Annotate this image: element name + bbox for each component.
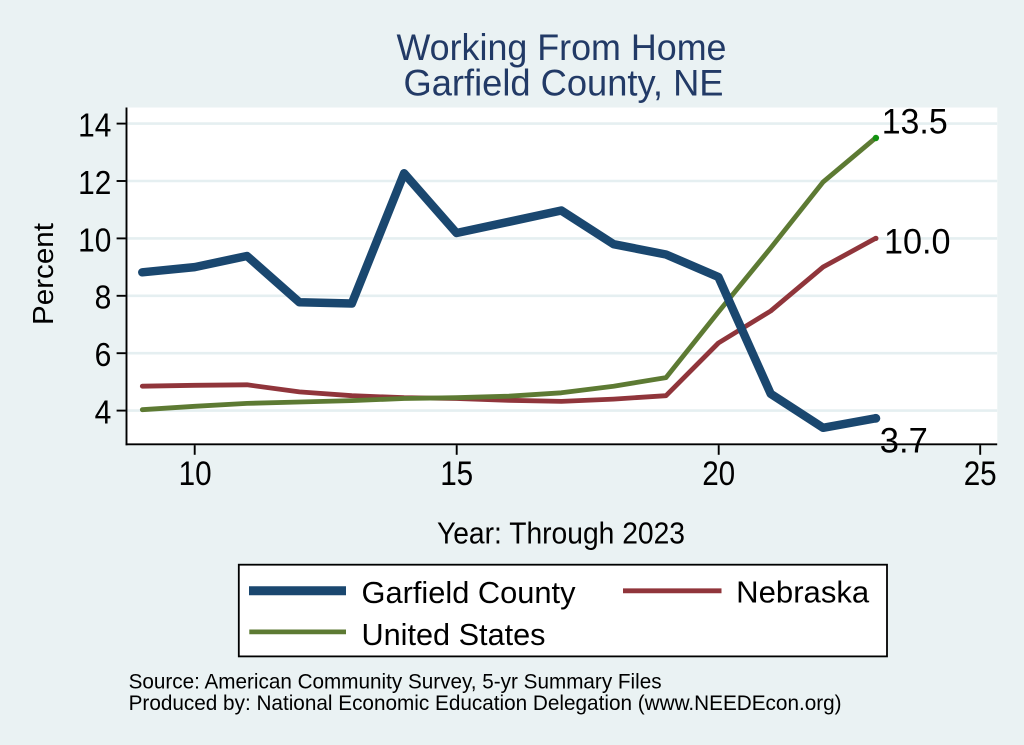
svg-text:15: 15 — [440, 455, 473, 493]
svg-text:Produced by: National Economic: Produced by: National Economic Education… — [129, 692, 842, 715]
svg-text:3.7: 3.7 — [880, 421, 928, 460]
svg-text:Percent: Percent — [27, 223, 59, 325]
svg-text:Year: Through 2023: Year: Through 2023 — [437, 516, 685, 551]
svg-text:10: 10 — [179, 455, 212, 493]
svg-text:Nebraska: Nebraska — [736, 574, 870, 609]
svg-text:20: 20 — [702, 455, 735, 493]
svg-text:8: 8 — [95, 279, 112, 316]
svg-text:13.5: 13.5 — [882, 102, 948, 141]
svg-text:Garfield County: Garfield County — [362, 575, 576, 610]
svg-text:6: 6 — [95, 336, 112, 373]
svg-text:United States: United States — [362, 617, 546, 652]
svg-text:Working From Home: Working From Home — [397, 27, 727, 68]
svg-text:14: 14 — [78, 107, 111, 144]
svg-text:4: 4 — [95, 394, 112, 431]
svg-text:Source: American Community Sur: Source: American Community Survey, 5-yr … — [129, 670, 662, 693]
svg-text:12: 12 — [78, 164, 111, 201]
svg-text:25: 25 — [964, 455, 997, 493]
svg-text:10: 10 — [78, 221, 111, 258]
svg-text:10.0: 10.0 — [884, 223, 951, 262]
svg-text:Garfield County, NE: Garfield County, NE — [404, 63, 724, 104]
